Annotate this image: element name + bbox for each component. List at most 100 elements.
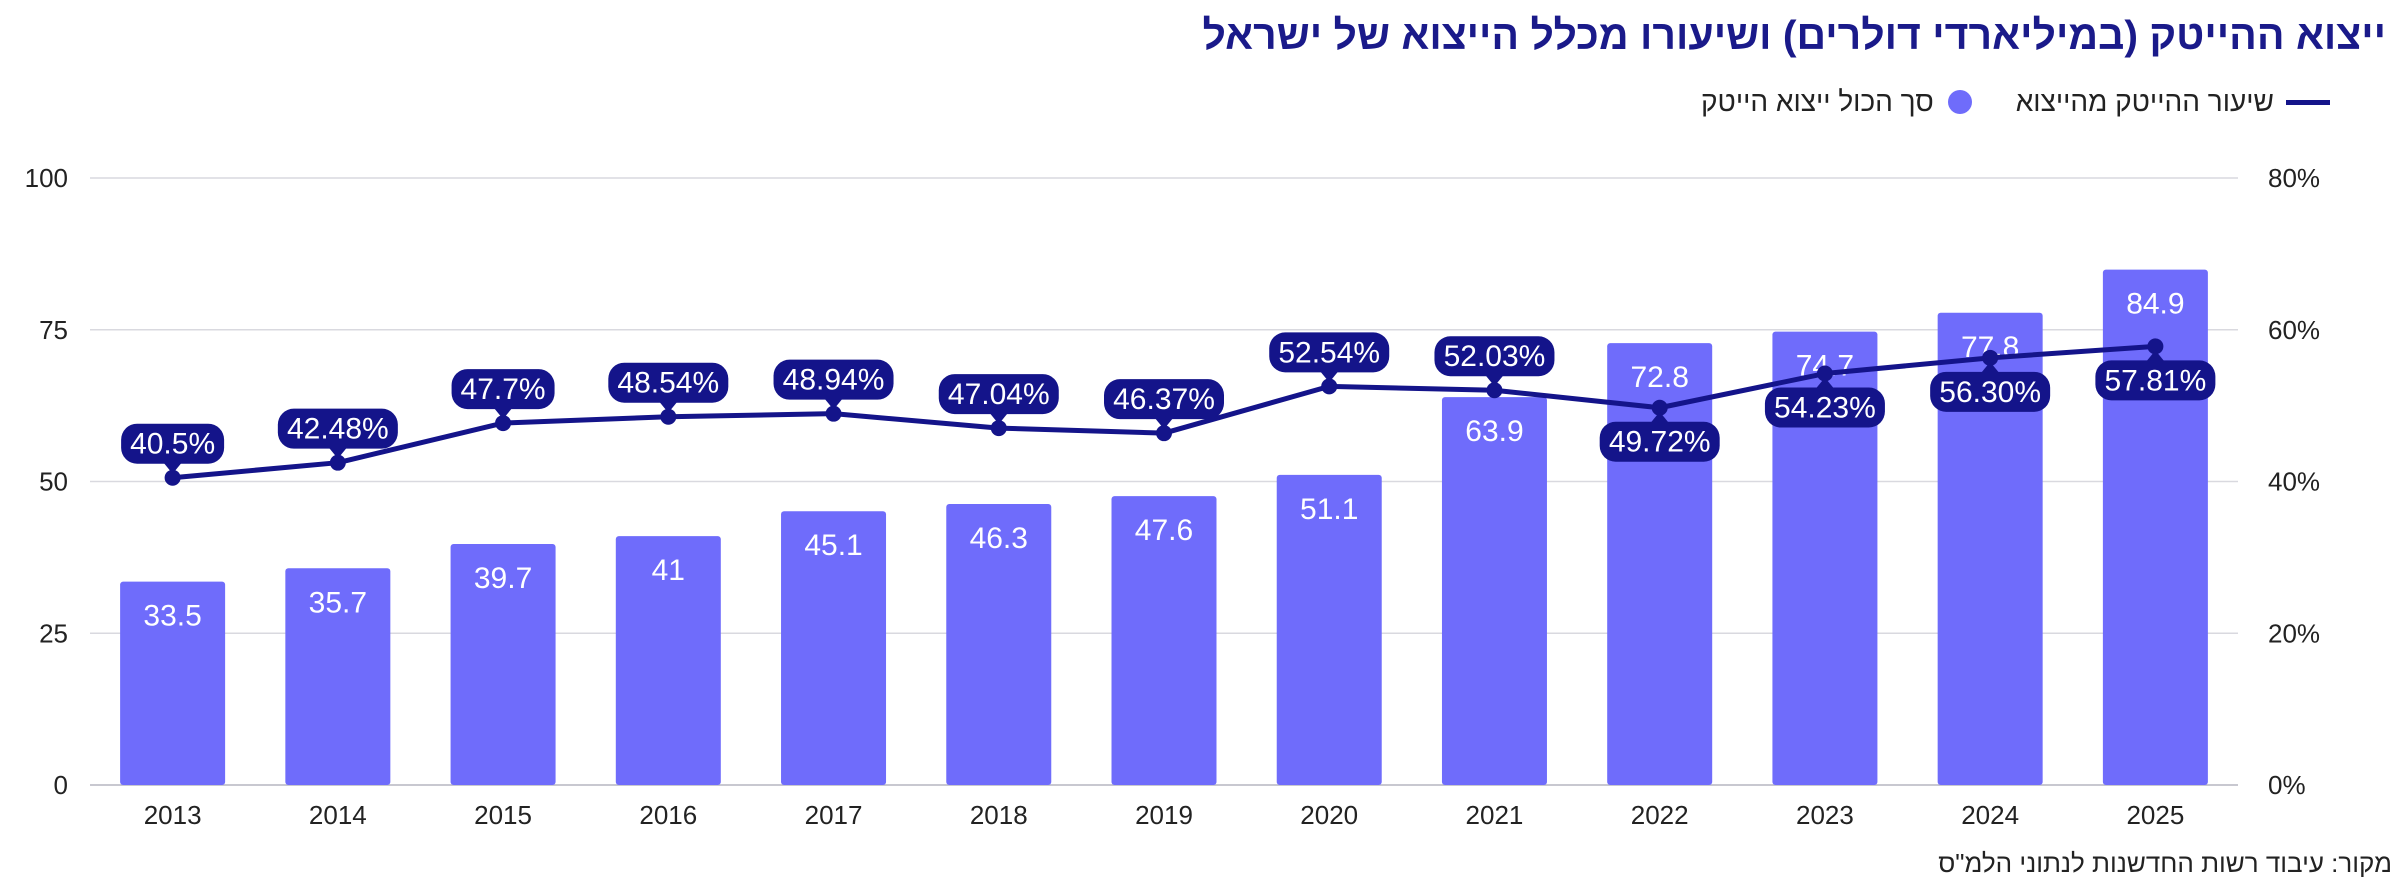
source-note: מקור: עיבוד רשות החדשנות לנתוני הלמ"ס [1938, 848, 2392, 878]
bar-value-label: 47.6 [1135, 514, 1193, 547]
line-value-label: 40.5% [130, 428, 215, 461]
line-label-bubble [2095, 360, 2216, 401]
line-label-pointer [1815, 377, 1834, 389]
line-label-pointer [1650, 411, 1669, 423]
y-right-tick-label: 0% [2268, 770, 2306, 800]
bar-value-label: 45.1 [804, 529, 862, 562]
line-point [164, 469, 181, 486]
bar [781, 511, 887, 785]
line-value-label: 47.7% [461, 373, 546, 406]
y-left-tick-label: 0 [54, 770, 68, 800]
line-point [1816, 365, 1833, 382]
line-point [2147, 338, 2164, 355]
line-value-label: 56.30% [1939, 376, 2041, 409]
bar-value-label: 39.7 [474, 562, 532, 595]
line-label-pointer [1320, 371, 1339, 383]
y-right-tick-label: 40% [2268, 467, 2320, 497]
x-tick-label: 2017 [805, 800, 863, 830]
bar-value-label: 63.9 [1465, 415, 1523, 448]
bar [946, 503, 1052, 785]
x-tick-label: 2019 [1135, 800, 1193, 830]
line-label-bubble [121, 423, 225, 464]
y-right-tick-label: 60% [2268, 315, 2320, 345]
x-tick-label: 2025 [2126, 800, 2184, 830]
y-left-tick-label: 25 [39, 618, 68, 648]
line-value-label: 52.03% [1444, 340, 1546, 373]
bar-value-label: 41 [652, 554, 685, 587]
line-label-pointer [163, 462, 182, 474]
bar [1111, 496, 1217, 785]
line-label-bubble [1764, 387, 1885, 428]
x-tick-label: 2023 [1796, 800, 1854, 830]
x-tick-label: 2015 [474, 800, 532, 830]
x-tick-label: 2014 [309, 800, 367, 830]
line-label-bubble [608, 362, 729, 403]
bar [285, 568, 391, 785]
bar-value-label: 33.5 [143, 600, 201, 633]
y-right-tick-label: 20% [2268, 618, 2320, 648]
x-tick-label: 2022 [1631, 800, 1689, 830]
bar [1276, 474, 1382, 785]
bar [615, 536, 721, 785]
line-value-label: 47.04% [948, 378, 1050, 411]
line-point [1156, 425, 1172, 442]
line-point [329, 454, 346, 471]
bar [450, 544, 556, 785]
x-tick-label: 2021 [1466, 800, 1524, 830]
x-tick-label: 2024 [1961, 800, 2019, 830]
line-value-label: 42.48% [287, 413, 389, 446]
y-left-tick-label: 75 [39, 315, 68, 345]
line-value-label: 49.72% [1609, 426, 1711, 459]
line-point [1321, 378, 1338, 395]
line-label-bubble [451, 369, 555, 410]
bar [1772, 331, 1878, 785]
x-tick-label: 2013 [144, 800, 202, 830]
chart-legend: שיעור ההייטק מהייצוא סך הכול ייצוא הייטק [1701, 86, 2330, 118]
line-point [990, 420, 1007, 437]
line-label-pointer [659, 401, 678, 413]
bar-value-label: 46.3 [970, 522, 1028, 555]
line-value-label: 48.94% [783, 364, 885, 397]
line-label-pointer [494, 408, 513, 420]
chart-title: ייצוא ההייטק (במיליארדי דולרים) ושיעורו … [1202, 12, 2386, 58]
line-label-pointer [1981, 361, 2000, 373]
line-point [1982, 349, 1999, 366]
line-point [1651, 399, 1668, 416]
line-value-label: 48.54% [617, 367, 719, 400]
legend-line-label: שיעור ההייטק מהייצוא [2015, 86, 2274, 117]
line-label-pointer [1155, 418, 1173, 430]
line-value-label: 54.23% [1774, 392, 1876, 425]
bar-value-label: 84.9 [2126, 288, 2184, 321]
line-label-bubble [277, 408, 398, 449]
legend-bar-label: סך הכול ייצוא הייטק [1701, 86, 1934, 117]
line-label-bubble [1434, 336, 1555, 377]
x-tick-label: 2018 [970, 800, 1028, 830]
line-label-bubble [773, 359, 894, 400]
line-point [1486, 382, 1503, 399]
line-value-label: 46.37% [1113, 383, 1215, 416]
y-right-tick-label: 80% [2268, 163, 2320, 193]
line-point [660, 408, 677, 425]
line-label-bubble [1599, 421, 1720, 462]
bar-value-label: 72.8 [1630, 361, 1688, 394]
line-label-pointer [328, 447, 347, 459]
line-label-bubble [1930, 371, 2051, 412]
line-point [495, 415, 512, 432]
x-tick-label: 2016 [639, 800, 697, 830]
y-left-tick-label: 100 [25, 163, 68, 193]
line-label-bubble [938, 374, 1059, 415]
bar-value-label: 51.1 [1300, 493, 1358, 526]
line-label-pointer [989, 413, 1008, 425]
x-tick-label: 2020 [1300, 800, 1358, 830]
line-label-bubble [1104, 379, 1224, 420]
bar [120, 581, 226, 785]
line-value-label: 52.54% [1278, 336, 1380, 369]
line-label-pointer [824, 398, 843, 410]
bar-value-label: 35.7 [309, 586, 367, 619]
y-left-tick-label: 50 [39, 467, 68, 497]
bar [1937, 312, 2043, 785]
line-point [825, 405, 842, 422]
bar [1441, 397, 1547, 785]
line-label-pointer [2146, 350, 2165, 362]
